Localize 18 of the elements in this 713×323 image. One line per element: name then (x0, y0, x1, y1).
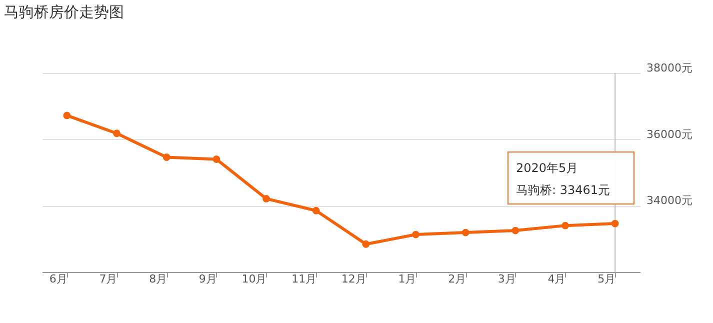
annotation: 2020年5月 (516, 161, 578, 175)
y-tick-label: 38000元 (646, 62, 692, 74)
x-tick-label: 3月 (498, 272, 516, 286)
x-tick-label: 10月 (242, 272, 267, 286)
x-tick-label: 1月 (398, 272, 416, 286)
y-tick-label: 36000元 (646, 128, 692, 141)
x-tick-label: 9月 (198, 272, 217, 286)
x-tick-label: 11月 (292, 272, 317, 286)
x-tick-label: 7月 (99, 272, 118, 286)
chart-title: 马驹桥房价走势图 (4, 3, 124, 21)
x-tick-label: 12月 (341, 272, 366, 286)
annotation: 马驹桥: 33461元 (516, 183, 610, 197)
y-tick-label: 34000元 (646, 194, 692, 208)
x-tick-label: 4月 (548, 272, 566, 286)
x-tick-label: 6月 (49, 272, 68, 286)
x-tick-label: 2月 (448, 272, 466, 286)
x-tick-label: 8月 (149, 272, 168, 286)
x-tick-label: 5月 (598, 272, 616, 286)
